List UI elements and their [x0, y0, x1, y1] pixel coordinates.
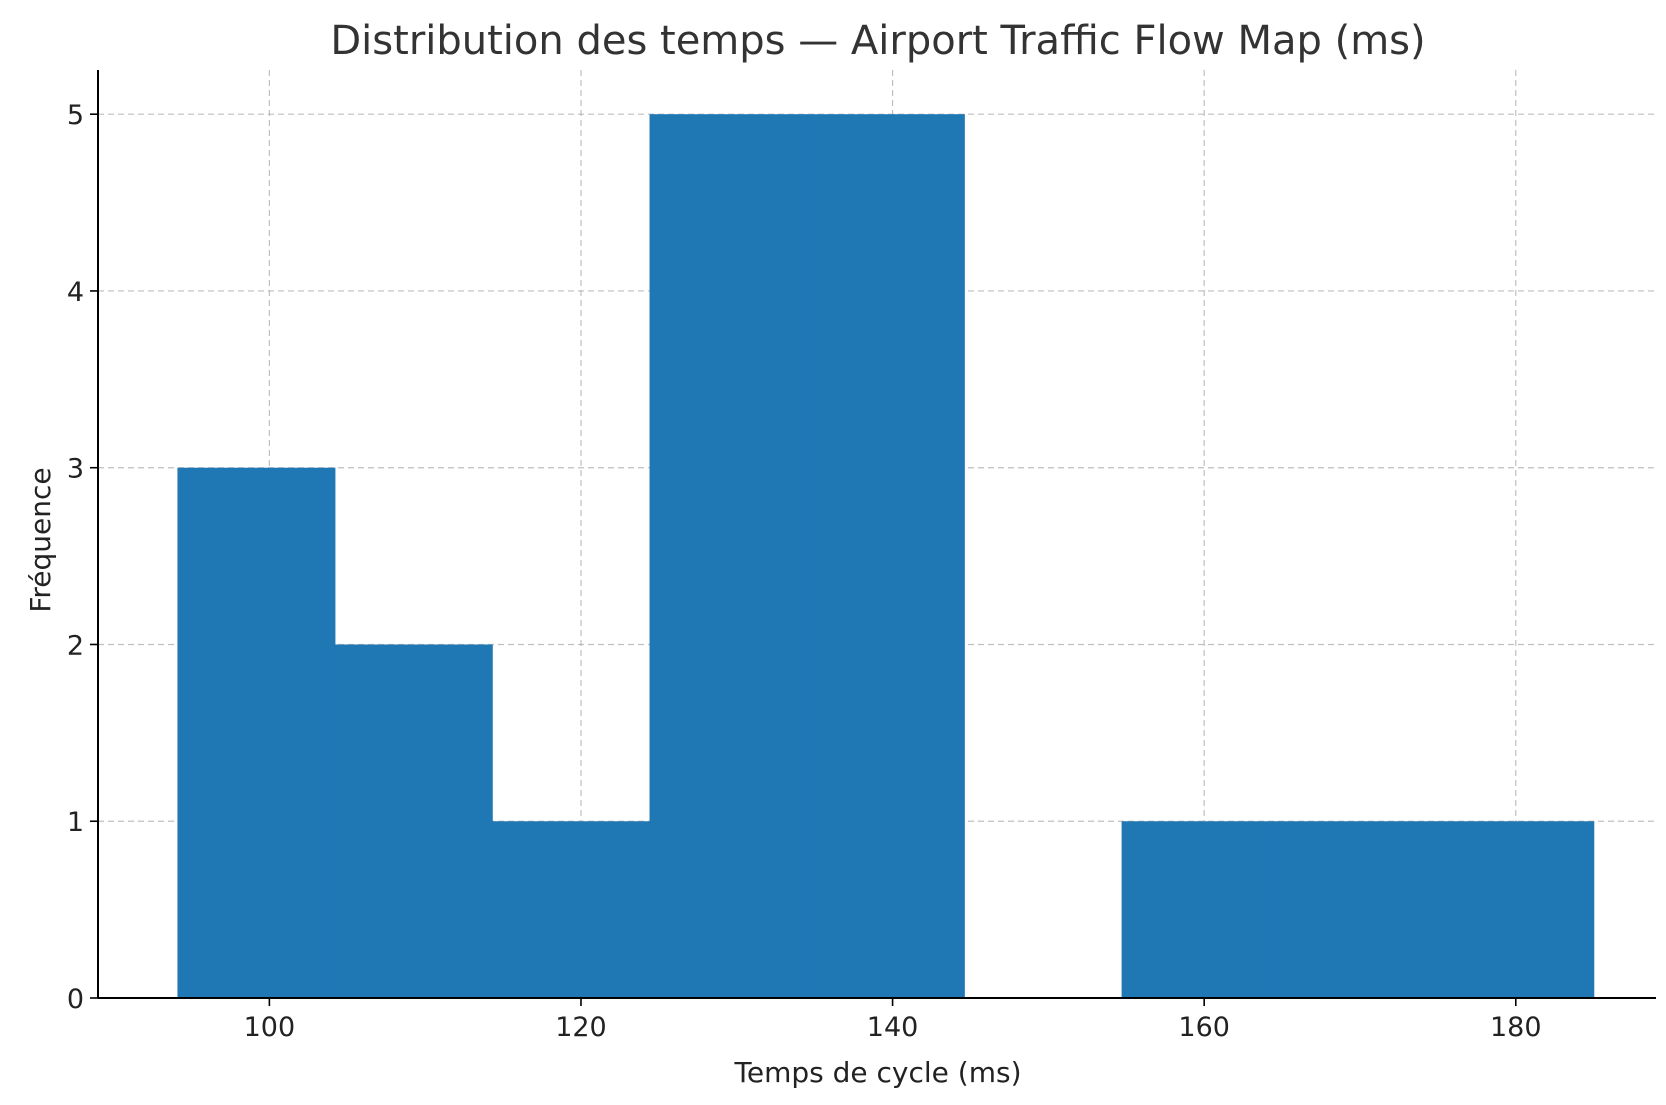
x-tick-label: 140: [867, 1012, 919, 1043]
histogram-bar: [806, 114, 965, 998]
y-tick-label: 2: [67, 630, 84, 661]
y-axis-label: Fréquence: [24, 467, 57, 612]
x-tick-label: 100: [244, 1012, 296, 1043]
x-axis-label: Temps de cycle (ms): [734, 1056, 1022, 1089]
chart-title: Distribution des temps — Airport Traffic…: [330, 18, 1425, 64]
histogram-bar: [492, 821, 651, 998]
x-tick-label: 180: [1490, 1012, 1542, 1043]
x-tick-label: 160: [1178, 1012, 1230, 1043]
x-tick-label: 120: [555, 1012, 607, 1043]
histogram-bar: [1121, 821, 1280, 998]
histogram-bar: [1436, 821, 1595, 998]
y-tick-label: 0: [67, 984, 84, 1015]
histogram-bar: [649, 114, 808, 998]
histogram-bar: [334, 644, 493, 998]
histogram-bar: [177, 467, 336, 998]
y-tick-label: 3: [67, 454, 84, 485]
histogram-bars: [177, 114, 1595, 998]
y-tick-label: 4: [67, 277, 84, 308]
y-tick-label: 5: [67, 100, 84, 131]
axes: [97, 70, 1656, 999]
y-tick-label: 1: [67, 807, 84, 838]
tick-labels: 100 120 140 160 180 0 1 2 3 4 5: [67, 100, 1542, 1043]
histogram-bar: [1278, 821, 1437, 998]
